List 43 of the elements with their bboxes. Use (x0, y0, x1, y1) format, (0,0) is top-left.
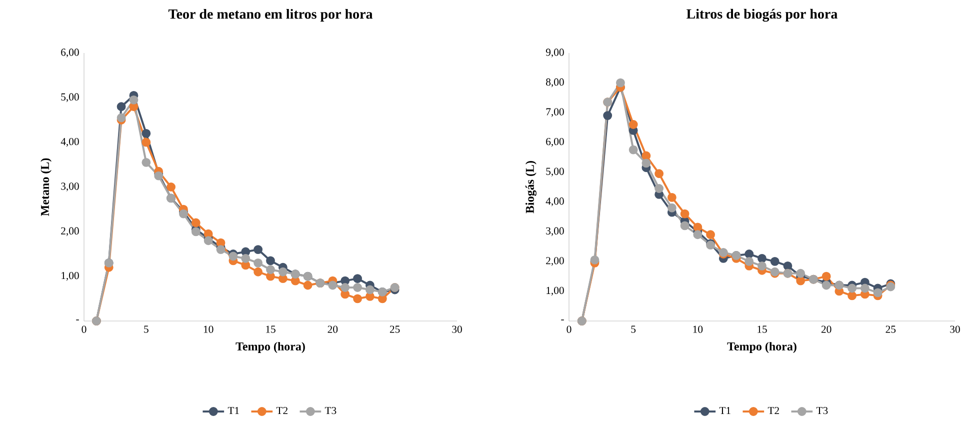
x-tick-label: 20 (328, 326, 338, 333)
y-tick-label: 3,00 (546, 227, 564, 236)
x-tick-label: 15 (758, 326, 767, 333)
x-tick-label: 15 (266, 326, 276, 333)
x-tick-label: 10 (693, 326, 703, 333)
y-tick-label: 2,00 (61, 227, 79, 236)
legend-label: T3 (816, 406, 828, 414)
y-tick-label: - (561, 319, 564, 320)
x-tick-label: 25 (390, 326, 400, 333)
x-axis-title: Tempo (hora) (236, 342, 305, 353)
y-tick-label: - (76, 319, 79, 320)
y-tick-label: 8,00 (546, 78, 564, 87)
y-axis-title: Metano (L) (40, 158, 52, 216)
legend-label: T2 (768, 406, 780, 414)
y-tick-label: 9,00 (546, 48, 564, 58)
x-tick-label: 5 (631, 326, 636, 333)
x-tick-label: 20 (821, 326, 832, 333)
x-tick-label: 5 (144, 326, 148, 333)
x-tick-label: 30 (452, 326, 462, 333)
chart-title: Teor de metano em litros por hora (168, 8, 373, 22)
y-tick-label: 1,00 (62, 272, 79, 281)
y-tick-label: 1,00 (546, 286, 564, 296)
y-tick-label: 6,00 (546, 138, 564, 147)
x-tick-label: 0 (566, 326, 572, 333)
y-tick-label: 5,00 (61, 93, 79, 102)
legend-label: T1 (228, 406, 239, 414)
y-tick-label: 2,00 (546, 256, 564, 266)
y-tick-label: 5,00 (546, 168, 564, 176)
x-tick-label: 10 (204, 326, 214, 333)
legend-label: T2 (276, 406, 288, 414)
chart-title: Litros de biogás por hora (686, 8, 838, 22)
y-tick-label: 6,00 (61, 48, 79, 58)
x-tick-label: 0 (82, 326, 86, 333)
y-axis-title: Biogás (L) (525, 160, 536, 214)
y-tick-label: 4,00 (60, 138, 79, 147)
x-tick-label: 25 (886, 326, 896, 333)
legend-label: T3 (324, 406, 336, 414)
y-tick-label: 3,00 (61, 182, 79, 192)
x-tick-label: 30 (950, 326, 960, 333)
y-tick-label: 7,00 (546, 108, 564, 117)
legend-label: T1 (719, 406, 730, 414)
x-axis-title: Tempo (hora) (727, 342, 796, 353)
y-tick-label: 4,00 (546, 197, 564, 206)
